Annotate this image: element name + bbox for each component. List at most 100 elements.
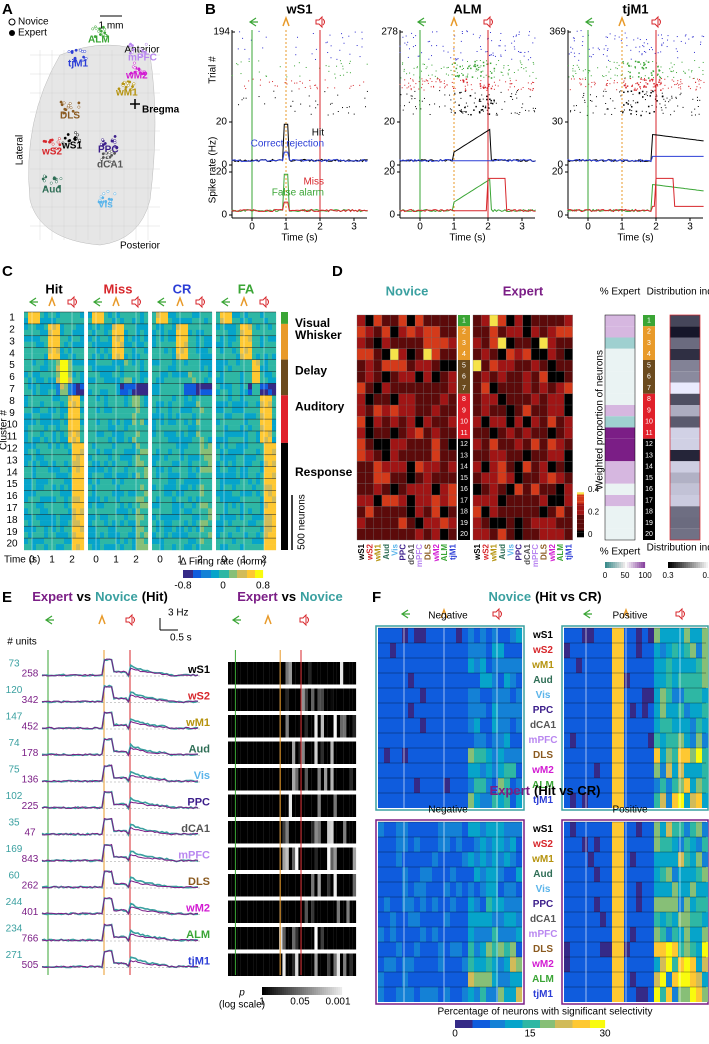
heat-cell (68, 395, 72, 401)
raster-dot (486, 75, 487, 76)
heat-cell (264, 354, 268, 360)
heat-cell (108, 467, 112, 473)
p-cell (254, 742, 257, 765)
heat-cell (56, 479, 60, 485)
heat-cell (88, 413, 92, 419)
raster-dot (606, 84, 607, 85)
heat-cell (490, 439, 498, 450)
heat-cell (44, 324, 48, 330)
raster-dot (480, 101, 481, 102)
pct-cell (605, 416, 635, 427)
heat-cell (208, 437, 212, 443)
heat-cell (40, 532, 44, 538)
heat-cell (228, 496, 232, 502)
raster-dot (573, 105, 574, 106)
heat-cell (124, 383, 128, 389)
heat-cell (28, 532, 32, 538)
pct-cell (605, 383, 635, 394)
heat-cell (120, 461, 124, 467)
heat-cell (136, 479, 140, 485)
heat-cell (44, 443, 48, 449)
raster-dot (576, 105, 577, 106)
heat-cell (188, 413, 192, 419)
heat-cell (220, 407, 224, 413)
heat-cell (236, 377, 240, 383)
p-cell (314, 689, 317, 712)
heat-cell (72, 544, 76, 550)
raster-dot (511, 59, 512, 60)
raster-dot (530, 57, 531, 58)
x-tick-label: 0 (417, 222, 423, 233)
heat-cell (168, 336, 172, 342)
heat-cell (216, 437, 220, 443)
p-cell (257, 768, 260, 791)
heat-cell (60, 443, 64, 449)
raster-dot (607, 56, 608, 57)
heat-cell (72, 526, 76, 532)
heat-cell (40, 437, 44, 443)
heat-cell (204, 389, 208, 395)
p-cell (305, 662, 308, 685)
colorbar (680, 562, 682, 568)
p-cell (257, 662, 260, 685)
heat-cell (36, 425, 40, 431)
p-cell (350, 742, 353, 765)
raster-dot (497, 115, 498, 116)
heat-cell (232, 455, 236, 461)
heat-cell (228, 544, 232, 550)
raster-dot (648, 62, 649, 63)
raster-dot (699, 100, 700, 101)
heat-cell (232, 538, 236, 544)
heat-cell (136, 431, 140, 437)
raster-dot (582, 97, 583, 98)
heat-cell (156, 413, 160, 419)
heat-cell (80, 312, 84, 318)
raster-dot (680, 88, 681, 89)
heat-cell (180, 455, 184, 461)
heat-cell (152, 449, 156, 455)
heat-cell (136, 532, 140, 538)
heat-cell (184, 467, 188, 473)
area-dot (104, 28, 106, 30)
heat-cell (531, 428, 539, 439)
heat-cell (374, 529, 382, 540)
heat-cell (96, 312, 100, 318)
heat-cell (506, 506, 514, 517)
heat-cell (200, 538, 204, 544)
heat-cell (208, 324, 212, 330)
heat-cell (36, 502, 40, 508)
heat-cell (124, 532, 128, 538)
heat-cell (200, 312, 204, 318)
heat-cell (32, 348, 36, 354)
heat-cell (72, 520, 76, 526)
heat-cell (176, 496, 180, 502)
raster-dot (452, 74, 453, 75)
heat-cell (531, 383, 539, 394)
heat-cell (256, 318, 260, 324)
raster-dot (418, 89, 419, 90)
heat-cell (208, 491, 212, 497)
panel-label: D (332, 263, 343, 280)
heat-cell (176, 479, 180, 485)
heat-cell (100, 366, 104, 372)
p-cell (279, 768, 282, 791)
heat-cell (152, 491, 156, 497)
heat-cell (132, 479, 136, 485)
heat-cell (172, 502, 176, 508)
heat-cell (264, 544, 268, 550)
unit-count: 178 (22, 748, 39, 759)
heat-cell (357, 495, 365, 506)
heat-cell (204, 401, 208, 407)
area-dot (103, 192, 105, 194)
cluster-number: 18 (6, 515, 18, 526)
heat-cell (228, 377, 232, 383)
p-cell (254, 689, 257, 712)
heat-cell (56, 431, 60, 437)
heat-cell (164, 520, 168, 526)
region-label: tjM1 (564, 543, 573, 560)
heat-cell (490, 529, 498, 540)
heat-cell (48, 544, 52, 550)
heat-cell (48, 389, 52, 395)
heat-cell (236, 443, 240, 449)
raster-dot (646, 93, 647, 94)
